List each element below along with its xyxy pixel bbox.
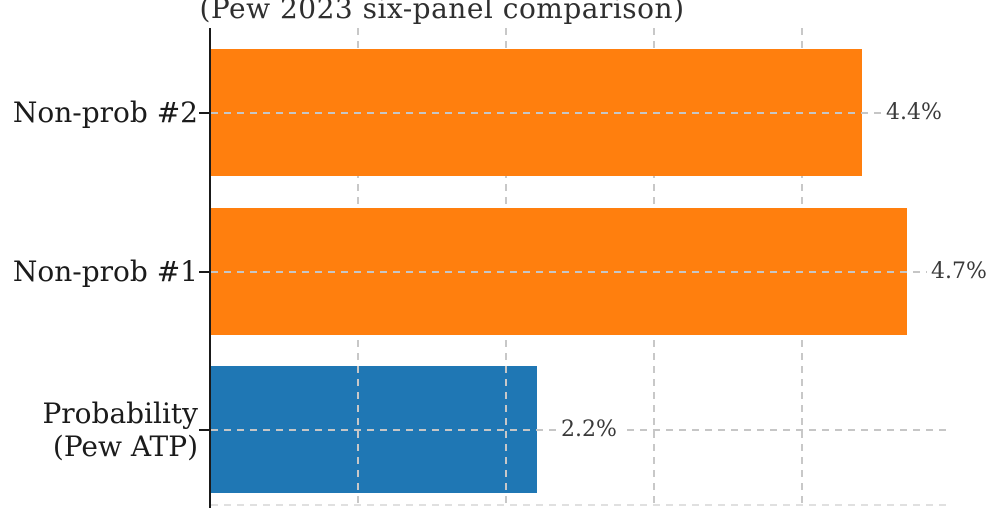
category-label: Non-prob #2 <box>12 96 198 129</box>
bar-value-label: 4.4% <box>882 98 946 127</box>
leader-line <box>211 111 950 114</box>
bottom-crop-dashes <box>211 504 950 506</box>
category-label: Probability (Pew ATP) <box>42 397 198 463</box>
bar-value-label: 2.2% <box>557 415 621 444</box>
chart-subtitle: (Pew 2023 six-panel comparison) <box>199 0 685 25</box>
y-axis-spine <box>209 28 211 508</box>
tick-mark <box>199 270 211 273</box>
tick-mark <box>199 111 211 114</box>
bar-value-label: 4.7% <box>927 257 991 286</box>
category-label: Non-prob #1 <box>12 255 198 288</box>
tick-mark <box>199 428 211 431</box>
leader-line <box>211 270 950 273</box>
